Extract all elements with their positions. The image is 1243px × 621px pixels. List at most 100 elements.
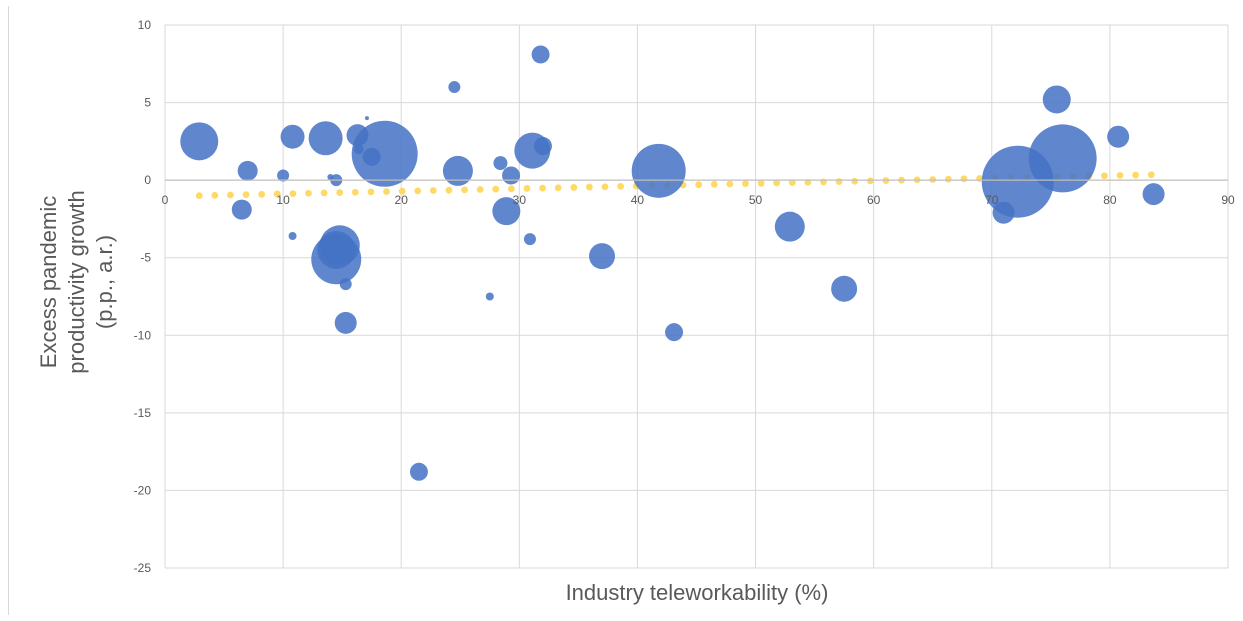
left-border-line xyxy=(8,6,9,615)
trendline-dot xyxy=(960,175,968,183)
data-bubble xyxy=(180,122,219,161)
trendline-dot xyxy=(523,185,531,192)
trendline-dot xyxy=(929,176,937,183)
trendline-dot xyxy=(788,179,796,187)
trendline-dot xyxy=(445,186,453,194)
x-tick-label: 0 xyxy=(162,193,169,207)
data-bubble xyxy=(485,292,494,301)
trendline-dot xyxy=(476,186,484,193)
trendline-dot xyxy=(507,185,515,193)
y-tick-label: 5 xyxy=(144,96,151,110)
data-bubble xyxy=(277,169,290,182)
trendline-dot xyxy=(383,188,390,195)
y-tick-label: -10 xyxy=(134,328,152,342)
data-bubble xyxy=(334,311,357,334)
trendline-dot xyxy=(242,191,250,199)
y-tick-label: 10 xyxy=(138,18,152,32)
trendline-dot xyxy=(305,189,312,197)
data-bubble xyxy=(1028,124,1097,193)
y-axis-title-line: Excess pandemic xyxy=(36,196,61,368)
x-tick-label: 30 xyxy=(513,193,527,207)
data-bubble xyxy=(311,234,362,285)
data-bubble xyxy=(531,45,550,64)
data-bubble xyxy=(280,124,305,149)
y-tick-label: 0 xyxy=(144,173,151,187)
data-bubble xyxy=(442,155,473,186)
trendline-dot xyxy=(461,186,468,194)
data-bubble xyxy=(631,143,686,198)
trendline-dot xyxy=(851,177,859,185)
data-bubble xyxy=(533,137,552,156)
trendline-dot xyxy=(742,180,749,188)
data-bubble xyxy=(774,211,805,242)
trendline-dot xyxy=(414,187,422,195)
trendline-dot xyxy=(1101,172,1108,180)
x-tick-label: 20 xyxy=(395,193,409,207)
trendline-dot xyxy=(695,181,703,189)
trendline-dot xyxy=(586,183,593,191)
y-axis-title-line: productivity growth xyxy=(64,190,89,373)
trendline-dot xyxy=(773,179,781,187)
data-bubble xyxy=(831,275,858,302)
x-axis-title: Industry teleworkability (%) xyxy=(566,580,829,605)
trendline-dot xyxy=(195,192,203,200)
data-bubble xyxy=(308,121,343,156)
y-tick-label: -15 xyxy=(134,406,152,420)
data-bubble xyxy=(589,243,616,270)
trendline-dot xyxy=(289,190,297,197)
trendline-dot xyxy=(866,177,874,185)
trendline-dot xyxy=(429,187,437,194)
data-bubble xyxy=(448,81,461,94)
trendline-dot xyxy=(398,187,406,195)
trendline-dot xyxy=(944,175,952,183)
trendline-dot xyxy=(617,182,625,190)
trendline-dot xyxy=(1116,171,1124,179)
data-bubble xyxy=(665,323,684,342)
data-bubble xyxy=(288,231,297,240)
trendline-dot xyxy=(570,184,578,191)
trendline-dot xyxy=(351,188,359,196)
trendline-dot xyxy=(835,178,843,185)
trendline-dot xyxy=(710,180,718,188)
data-bubble xyxy=(1042,85,1071,114)
data-bubble xyxy=(502,166,521,185)
trendline-dot xyxy=(1147,171,1155,179)
trendline-dot xyxy=(1132,171,1140,179)
trendline-dot xyxy=(492,185,500,193)
x-tick-label: 90 xyxy=(1221,193,1235,207)
trendline-dot xyxy=(258,190,266,198)
data-bubble xyxy=(523,233,536,246)
x-tick-label: 10 xyxy=(276,193,290,207)
x-tick-label: 50 xyxy=(749,193,763,207)
x-tick-label: 40 xyxy=(631,193,645,207)
x-tick-label: 80 xyxy=(1103,193,1117,207)
trendline-dot xyxy=(726,180,734,188)
trendline-dot xyxy=(539,184,546,192)
y-axis-title: Excess pandemic productivity growth (p.p.,… xyxy=(36,190,117,373)
data-bubble xyxy=(231,199,252,220)
data-bubble xyxy=(364,116,369,121)
data-bubble xyxy=(409,462,428,481)
x-tick-label: 70 xyxy=(985,193,999,207)
trendline-dot xyxy=(211,191,219,199)
data-bubble xyxy=(492,197,521,226)
data-bubble xyxy=(339,278,352,291)
trendline-dot xyxy=(601,183,609,191)
y-tick-label: -20 xyxy=(134,483,152,497)
data-bubble xyxy=(493,156,508,171)
trendline-dot xyxy=(554,184,562,192)
data-bubble xyxy=(237,160,258,181)
trendline-dot xyxy=(367,188,375,196)
trendline-dot xyxy=(336,189,344,196)
data-bubble xyxy=(351,120,418,187)
data-bubble xyxy=(1107,125,1130,148)
trendline-dot xyxy=(757,179,765,187)
trendline-dot xyxy=(273,190,281,198)
trendline-dot xyxy=(227,191,234,199)
data-bubble xyxy=(1142,183,1165,206)
bubbles xyxy=(180,45,1165,481)
trendline-dot xyxy=(320,189,328,197)
y-axis-title-line: (p.p., a.r.) xyxy=(92,235,117,329)
